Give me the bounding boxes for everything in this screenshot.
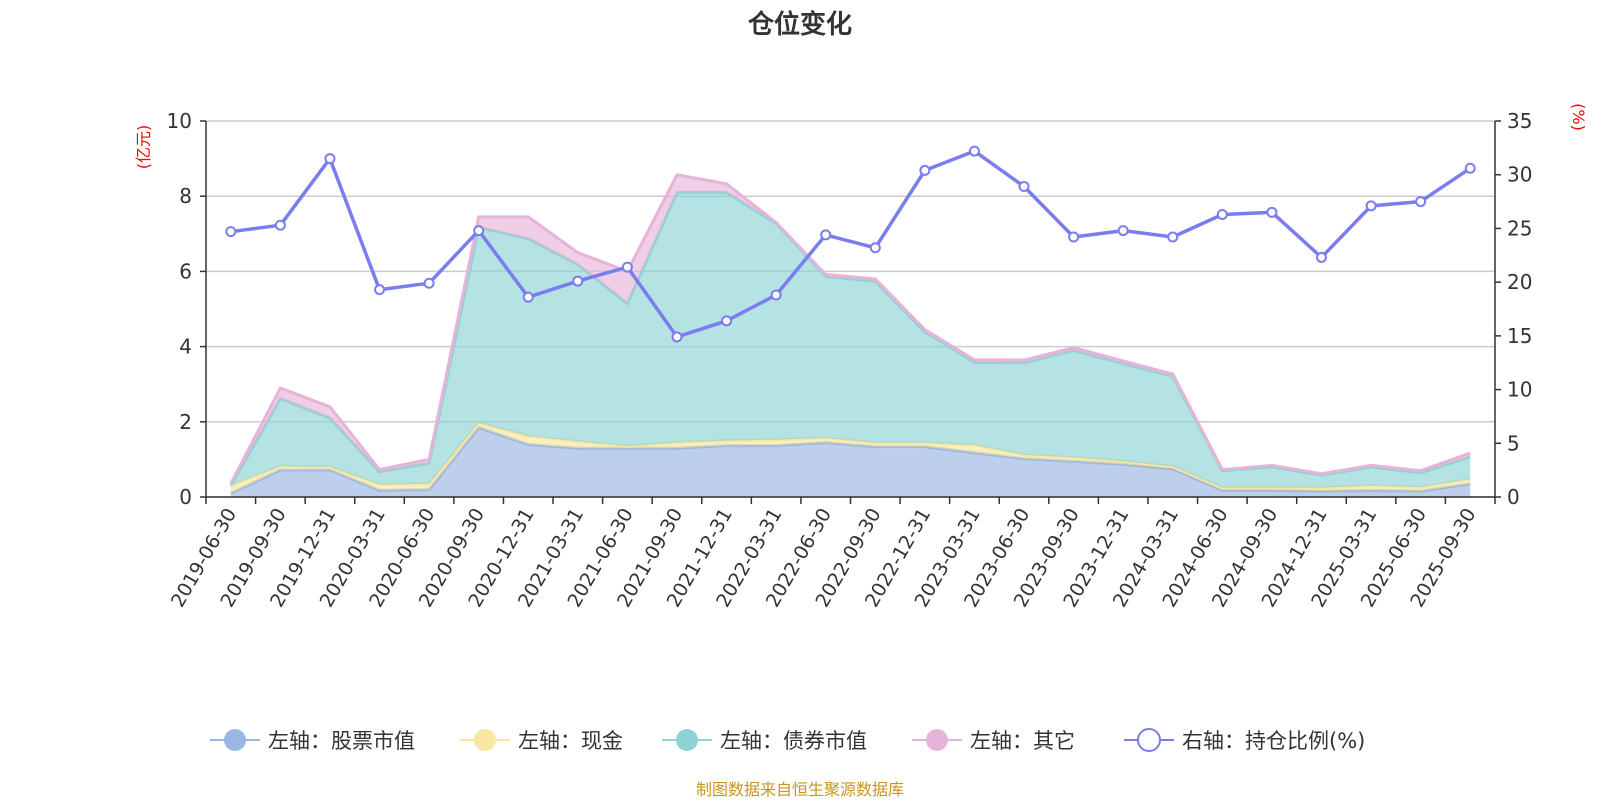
ratio-point[interactable] bbox=[225, 226, 237, 238]
ratio-point[interactable] bbox=[473, 225, 485, 237]
ratio-point[interactable] bbox=[671, 331, 683, 343]
area-series-1 bbox=[230, 427, 1471, 497]
left-tick-label: 4 bbox=[179, 335, 192, 359]
legend-label: 左轴：其它 bbox=[970, 729, 1075, 753]
left-tick-label: 8 bbox=[179, 184, 192, 208]
line-layer bbox=[225, 145, 1476, 343]
ratio-point[interactable] bbox=[522, 291, 534, 303]
left-tick-label: 0 bbox=[179, 485, 192, 509]
right-tick-label: 5 bbox=[1507, 431, 1520, 455]
left-tick-label: 2 bbox=[179, 410, 192, 434]
right-tick-label: 30 bbox=[1507, 163, 1532, 187]
legend-marker bbox=[676, 729, 698, 751]
right-tick-label: 15 bbox=[1507, 324, 1532, 348]
left-tick-label: 10 bbox=[167, 109, 192, 133]
ratio-point[interactable] bbox=[423, 277, 435, 289]
area-edge-4 bbox=[229, 173, 1471, 485]
ratio-point[interactable] bbox=[721, 315, 733, 327]
legend-label: 左轴：现金 bbox=[518, 729, 623, 753]
ratio-point[interactable] bbox=[621, 261, 633, 273]
right-tick-label: 20 bbox=[1507, 270, 1532, 294]
left-axis-unit: (亿元) bbox=[134, 125, 153, 170]
ratio-point[interactable] bbox=[1018, 181, 1030, 193]
ratio-point[interactable] bbox=[968, 145, 980, 157]
area-layer bbox=[229, 173, 1471, 497]
ratio-point[interactable] bbox=[1315, 251, 1327, 263]
right-axis-unit: (%) bbox=[1569, 103, 1588, 131]
ratio-point[interactable] bbox=[1365, 200, 1377, 212]
left-tick-label: 6 bbox=[179, 259, 192, 283]
ratio-point[interactable] bbox=[770, 289, 782, 301]
ratio-point[interactable] bbox=[572, 275, 584, 287]
area-series-3 bbox=[230, 192, 1471, 488]
ratio-point[interactable] bbox=[869, 242, 881, 254]
area-series-2 bbox=[230, 422, 1471, 494]
legend-marker bbox=[926, 729, 948, 751]
legend-label: 右轴：持仓比例(%) bbox=[1182, 729, 1365, 753]
right-tick-label: 10 bbox=[1507, 378, 1532, 402]
right-tick-label: 0 bbox=[1507, 485, 1520, 509]
legend: 左轴：股票市值 左轴：现金 左轴：债券市值 左轴：其它 右轴：持仓比例(%) bbox=[210, 728, 1365, 753]
right-tick-label: 25 bbox=[1507, 216, 1532, 240]
ratio-point[interactable] bbox=[919, 164, 931, 176]
source-note: 制图数据来自恒生聚源数据库 bbox=[696, 780, 904, 799]
ratio-point[interactable] bbox=[1216, 208, 1228, 220]
ratio-point[interactable] bbox=[1464, 162, 1476, 174]
ratio-point[interactable] bbox=[274, 219, 286, 231]
legend-label: 左轴：股票市值 bbox=[268, 729, 415, 753]
legend-item-5[interactable]: 右轴：持仓比例(%) bbox=[1124, 728, 1365, 753]
legend-marker bbox=[1137, 728, 1161, 752]
legend-label: 左轴：债券市值 bbox=[720, 729, 867, 753]
legend-item-3[interactable]: 左轴：债券市值 bbox=[662, 729, 867, 753]
legend-marker bbox=[474, 729, 496, 751]
legend-marker bbox=[224, 729, 246, 751]
legend-item-2[interactable]: 左轴：现金 bbox=[460, 729, 623, 753]
ratio-point[interactable] bbox=[1167, 231, 1179, 243]
ratio-point[interactable] bbox=[820, 229, 832, 241]
ratio-point[interactable] bbox=[1266, 206, 1278, 218]
ratio-point[interactable] bbox=[1415, 196, 1427, 208]
ratio-point[interactable] bbox=[1117, 225, 1129, 237]
legend-item-4[interactable]: 左轴：其它 bbox=[912, 729, 1075, 753]
legend-item-1[interactable]: 左轴：股票市值 bbox=[210, 729, 415, 753]
ratio-point[interactable] bbox=[1068, 231, 1080, 243]
ratio-point[interactable] bbox=[374, 284, 386, 296]
chart-title: 仓位变化 bbox=[747, 9, 852, 40]
ratio-line bbox=[230, 149, 1472, 339]
right-tick-label: 35 bbox=[1507, 109, 1532, 133]
ratio-point[interactable] bbox=[324, 153, 336, 165]
